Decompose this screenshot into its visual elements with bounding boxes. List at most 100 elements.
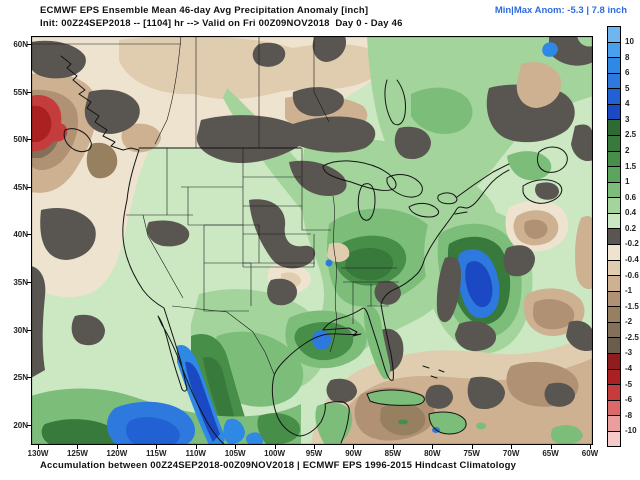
lat-tick-mark: [27, 424, 31, 426]
colorbar-label: -0.6: [625, 270, 639, 280]
colorbar-cell: [607, 368, 621, 386]
colorbar-cell: [607, 430, 621, 448]
colorbar-cell: [607, 290, 621, 308]
colorbar-cell: [607, 88, 621, 105]
colorbar-cell: [607, 243, 621, 261]
lat-tick-label: 45N: [13, 182, 28, 192]
colorbar-label: -1.5: [625, 301, 639, 311]
lon-tick-mark: [274, 445, 276, 449]
lon-tick-label: 70W: [502, 449, 520, 458]
lon-tick-label: 90W: [345, 449, 362, 458]
lon-tick-label: 110W: [185, 449, 206, 458]
precipitation-anomaly-map: [30, 35, 594, 446]
lon-tick-mark: [353, 445, 355, 449]
colorbar-label: 6: [625, 68, 630, 78]
colorbar-cell: [607, 150, 621, 168]
colorbar-cell: [607, 26, 621, 43]
lat-tick-mark: [27, 282, 31, 283]
colorbar-label: 10: [625, 37, 634, 47]
colorbar-cell: [607, 306, 621, 323]
colorbar-label: 8: [625, 52, 630, 62]
lat-tick-label: 50N: [13, 135, 28, 145]
lon-tick-label: 60W: [581, 449, 599, 458]
colorbar-label: 1.5: [625, 161, 637, 171]
lon-tick-mark: [116, 445, 118, 449]
colorbar-label: -0.2: [625, 239, 639, 249]
colorbar-cell: [607, 41, 621, 59]
colorbar-label: 0.2: [625, 223, 637, 233]
colorbar-label: 4: [625, 99, 630, 109]
colorbar-label: 0.6: [625, 192, 637, 202]
colorbar-cell: [607, 384, 621, 401]
lon-tick-mark: [38, 445, 39, 449]
lat-tick-mark: [27, 234, 31, 236]
lat-tick-mark: [27, 186, 31, 188]
colorbar-label: 2: [625, 146, 630, 156]
lon-tick-label: 115W: [146, 449, 167, 458]
lon-tick-mark: [432, 445, 434, 449]
lon-tick-mark: [156, 445, 158, 449]
colorbar-label: -0.4: [625, 255, 639, 265]
lat-tick-mark: [27, 377, 31, 379]
lon-tick-label: 95W: [305, 449, 323, 458]
lon-tick-label: 85W: [384, 449, 402, 458]
colorbar-cell: [607, 72, 621, 90]
lon-tick-mark: [77, 445, 79, 449]
lat-tick-mark: [27, 139, 31, 141]
colorbar-label: 5: [625, 83, 630, 93]
map-frame: [30, 35, 594, 446]
page-title: ECMWF EPS Ensemble Mean 46-day Avg Preci…: [40, 5, 369, 16]
lon-tick-label: 130W: [27, 449, 49, 458]
lat-tick-label: 20N: [13, 420, 28, 430]
lat-tick-label: 40N: [13, 230, 28, 240]
colorbar-label: -2: [625, 317, 633, 327]
lon-tick-mark: [590, 445, 592, 449]
lon-tick-label: 80W: [424, 449, 441, 458]
footer-caption: Accumulation between 00Z24SEP2018-00Z09N…: [40, 460, 517, 471]
colorbar-cell: [607, 352, 621, 370]
lat-tick-label: 30N: [13, 325, 28, 335]
colorbar-label: -2.5: [625, 332, 639, 342]
lat-tick-label: 25N: [13, 373, 28, 383]
colorbar-cell: [607, 197, 621, 214]
lon-tick-mark: [471, 445, 473, 449]
lon-tick-label: 105W: [224, 449, 246, 458]
lat-tick-label: 55N: [13, 87, 28, 97]
init-valid-subtitle: Init: 00Z24SEP2018 -- [1104] hr --> Vali…: [40, 18, 403, 29]
lon-tick-label: 75W: [463, 449, 480, 458]
lon-tick-label: 100W: [264, 449, 286, 458]
colorbar-cell: [607, 321, 621, 339]
lon-tick-label: 120W: [106, 449, 128, 458]
colorbar-label: 1: [625, 177, 630, 187]
map-canvas: [30, 35, 594, 446]
lon-tick-mark: [235, 445, 237, 449]
colorbar-label: -8: [625, 410, 633, 420]
lat-tick-mark: [27, 329, 31, 331]
colorbar-cell: [607, 337, 621, 354]
colorbar-label: 0.4: [625, 208, 637, 218]
lon-tick-mark: [550, 445, 552, 449]
colorbar-cell: [607, 166, 621, 183]
lon-tick-label: 65W: [542, 449, 559, 458]
lat-tick-mark: [27, 44, 31, 45]
lon-tick-label: 125W: [66, 449, 88, 458]
colorbar-cell: [607, 134, 621, 152]
colorbar-cell: [607, 228, 621, 245]
colorbar-label: 3: [625, 114, 630, 124]
colorbar-cell: [607, 57, 621, 74]
colorbar-cell: [607, 212, 621, 230]
colorbar-cell: [607, 259, 621, 277]
lat-tick-mark: [27, 91, 31, 93]
lat-tick-label: 35N: [13, 278, 28, 287]
colorbar-cell: [607, 399, 621, 417]
colorbar-cell: [607, 181, 621, 199]
minmax-anomaly-readout: Min|Max Anom: -5.3 | 7.8 inch: [494, 5, 627, 16]
colorbar-label: -3: [625, 348, 633, 358]
colorbar-label: -1: [625, 286, 633, 296]
lon-tick-mark: [392, 445, 394, 449]
colorbar-cell: [607, 275, 621, 292]
lon-tick-mark: [511, 445, 513, 449]
colorbar-label: -5: [625, 379, 633, 389]
colorbar-label: 2.5: [625, 130, 637, 140]
